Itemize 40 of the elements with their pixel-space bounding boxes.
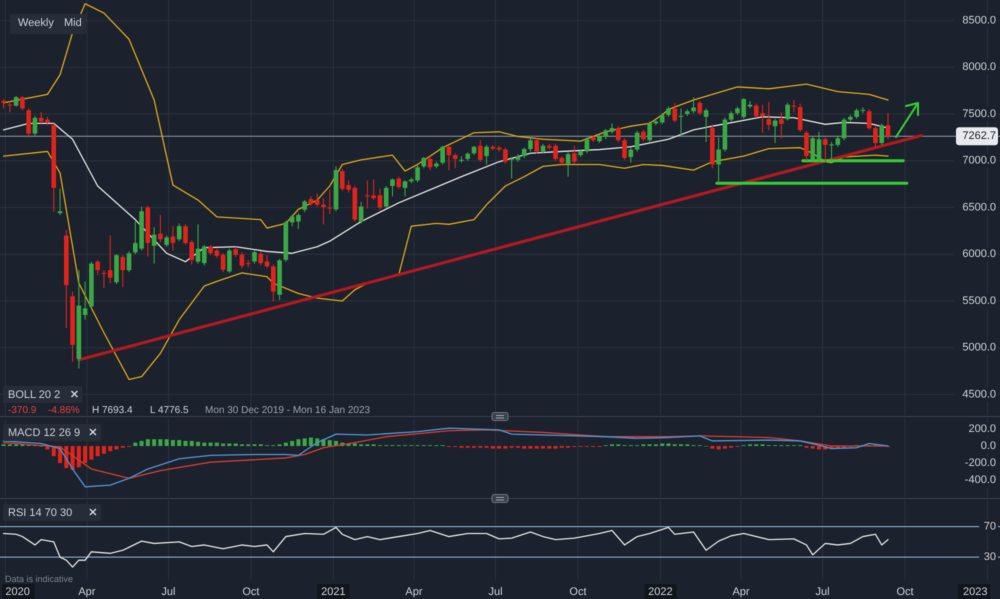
y-tick-label: 4500.0 bbox=[962, 388, 996, 400]
annotation: L 4776.5 bbox=[150, 405, 189, 416]
y-tick-label: 8500.0 bbox=[962, 14, 996, 26]
x-tick-label: 2020 bbox=[5, 586, 30, 598]
y-tick-label: 5500.0 bbox=[962, 294, 996, 307]
x-tick-label: 2023 bbox=[962, 586, 988, 598]
y-tick-label: 6000.0 bbox=[962, 248, 996, 260]
annotation: BOLL 20 2 bbox=[8, 389, 60, 401]
x-tick-label: Oct bbox=[896, 586, 914, 598]
y-tick-label: -400.0 bbox=[964, 474, 996, 486]
y-tick-label: 70 bbox=[984, 520, 996, 533]
x-tick-label: Jul bbox=[488, 586, 503, 598]
annotation: Mid bbox=[64, 17, 82, 29]
y-tick-label: 5000.0 bbox=[962, 342, 996, 354]
annotation: MACD 12 26 9 bbox=[8, 427, 80, 439]
x-tick-label: Oct bbox=[569, 586, 587, 598]
annotation: Mon 30 Dec 2019 - Mon 16 Jan 2023 bbox=[205, 405, 371, 416]
x-tick-label: Oct bbox=[242, 586, 260, 598]
x-tick-label: Apr bbox=[78, 586, 96, 598]
y-tick-label: 200.0 bbox=[968, 422, 996, 435]
x-tick-label: 2022 bbox=[648, 586, 673, 598]
x-tick-label: Jul bbox=[161, 586, 176, 598]
y-tick-label: 6500.0 bbox=[962, 201, 996, 214]
y-tick-label: 0.0 bbox=[980, 440, 996, 452]
y-tick-label: 8000.0 bbox=[962, 61, 996, 74]
annotation: Weekly bbox=[18, 17, 54, 29]
annotation: -4.86% bbox=[48, 405, 80, 416]
y-tick-label: -200.0 bbox=[964, 456, 996, 469]
x-tick-label: 2021 bbox=[321, 586, 346, 598]
x-tick-label: Jul bbox=[816, 586, 830, 598]
x-tick-label: Apr bbox=[405, 586, 423, 598]
y-tick-label: 30 bbox=[984, 551, 996, 564]
y-tick-label: 7000.0 bbox=[962, 154, 996, 167]
x-tick-label: Apr bbox=[732, 586, 750, 598]
annotation: -370.9 bbox=[8, 405, 37, 416]
annotation: Data is indicative bbox=[5, 574, 74, 584]
annotation: RSI 14 70 30 bbox=[8, 507, 72, 519]
ref-line-label: 7262.7 bbox=[962, 130, 996, 142]
y-tick-label: 7500.0 bbox=[962, 108, 996, 120]
annotation: H 7693.4 bbox=[92, 405, 134, 416]
